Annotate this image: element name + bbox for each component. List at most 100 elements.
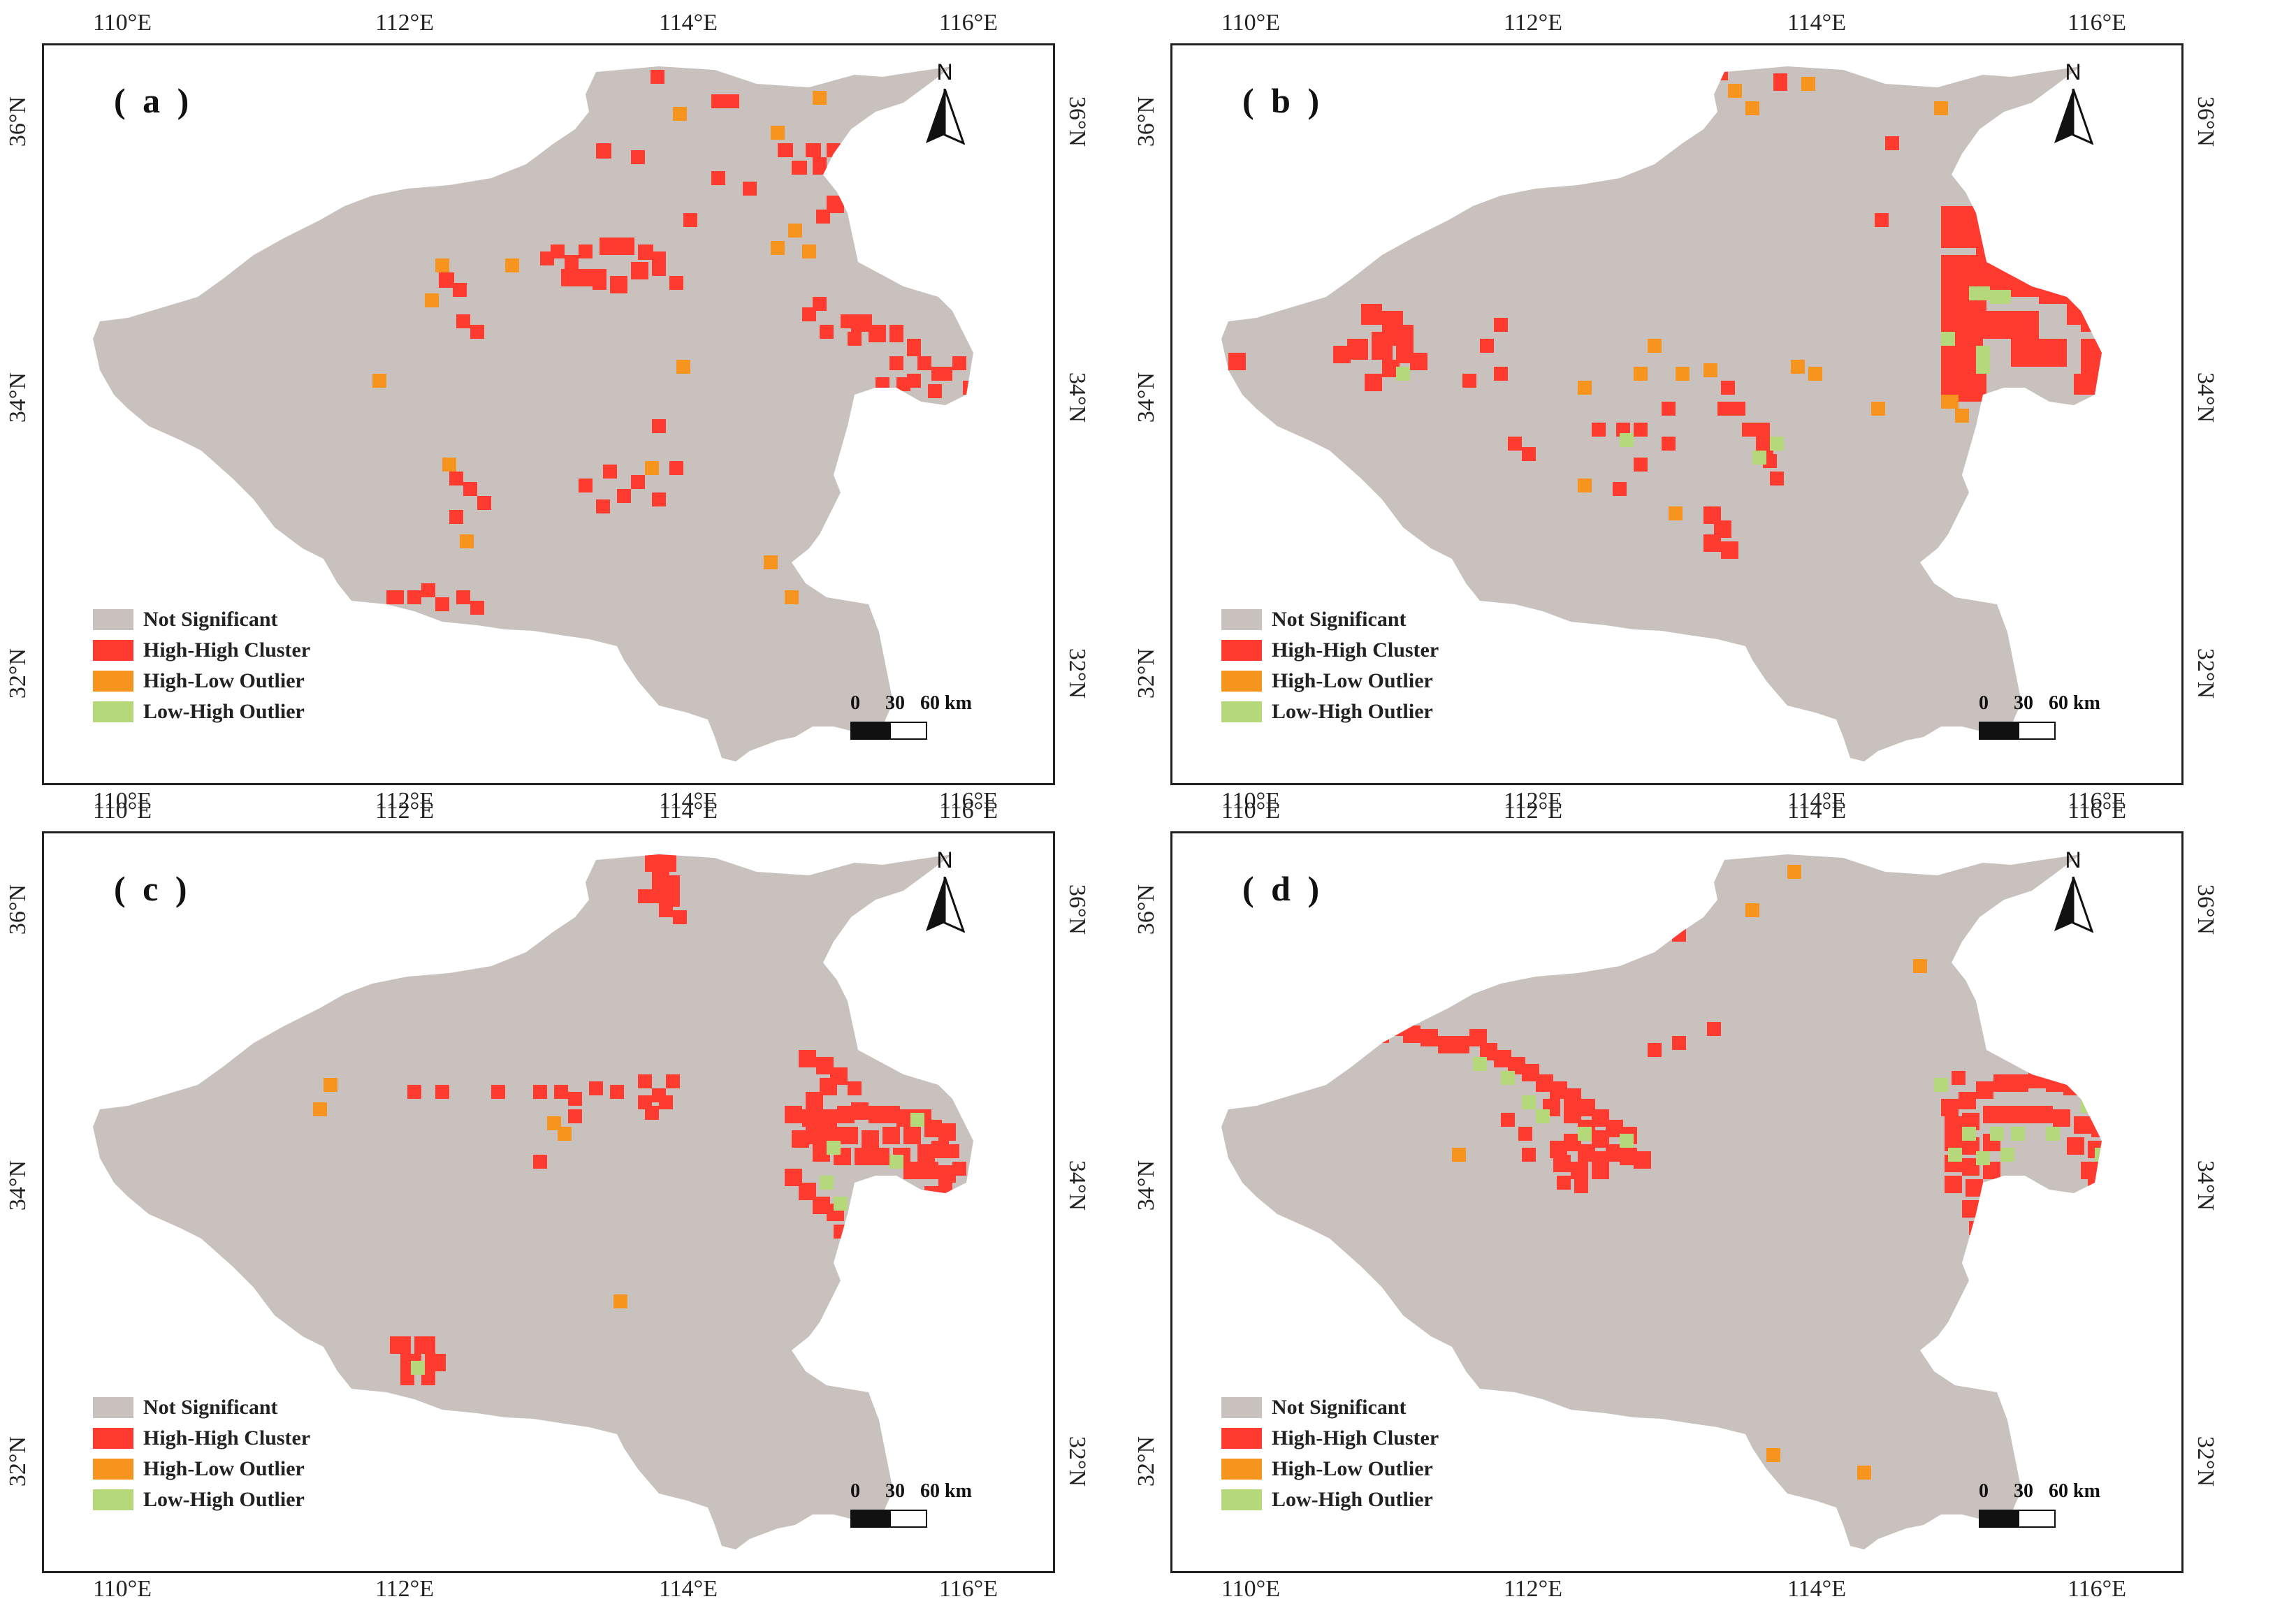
longitude-tick-label: 110°E: [92, 1576, 152, 1602]
scale-label: 60 km: [920, 692, 972, 714]
high-high-cell: [862, 1130, 879, 1148]
low-high-cell: [1962, 1127, 1976, 1141]
high-high-cell: [1235, 1029, 1253, 1046]
high-high-cell: [1875, 213, 1889, 227]
high-high-cell: [2035, 1106, 2053, 1123]
high-high-cell: [631, 262, 648, 279]
high-high-cell: [600, 238, 617, 255]
high-low-cell: [834, 534, 851, 548]
longitude-tick-label: 114°E: [1787, 1576, 1847, 1602]
high-high-cell: [1983, 1221, 1997, 1235]
longitude-tick-label: 116°E: [938, 10, 998, 36]
high-low-cell: [1728, 84, 1742, 98]
high-high-cell: [907, 339, 921, 356]
low-high-cell: [1948, 1148, 1962, 1162]
latitude-tick-label: 34°N: [1133, 1160, 1160, 1211]
high-high-cell: [2112, 1169, 2130, 1186]
scale-bar-black-segment: [1979, 722, 2019, 740]
scale-label: 0: [1979, 692, 1989, 714]
high-high-cell: [1480, 339, 1494, 353]
legend: Not Significant High-High Cluster High-Low…: [1221, 604, 1439, 727]
high-high-cell: [2081, 1162, 2098, 1179]
high-high-cell: [1966, 1179, 1983, 1197]
legend-label: High-Low Outlier: [1272, 1457, 1433, 1480]
low-high-cell: [1770, 437, 1784, 451]
map-frame: ( d ) N Not Significant High-High Cluster Hi…: [1170, 831, 2184, 1573]
scale-label: 30: [885, 692, 905, 714]
scale-bar: 0 30 60 km: [850, 692, 997, 748]
latitude-tick-label: 32°N: [1064, 1436, 1091, 1487]
high-high-cell: [651, 70, 664, 84]
high-low-cell: [1634, 367, 1648, 381]
low-high-cell: [2095, 1148, 2102, 1162]
legend-swatch: [93, 640, 133, 661]
high-low-cell: [1669, 506, 1683, 520]
scale-label: 30: [885, 1480, 905, 1502]
high-high-cell: [407, 1085, 421, 1099]
high-high-cell: [631, 475, 645, 489]
low-high-cell: [1976, 346, 1990, 374]
high-high-cell: [568, 1092, 582, 1106]
low-high-cell: [1752, 451, 1766, 465]
legend-item: High-Low Outlier: [1221, 666, 1439, 696]
high-high-cell: [2074, 374, 2102, 395]
high-low-cell: [1913, 959, 1927, 973]
high-low-cell: [296, 555, 310, 569]
high-high-cell: [610, 1085, 624, 1099]
high-high-cell: [2067, 276, 2102, 325]
high-high-cell: [1361, 304, 1382, 325]
high-high-cell: [792, 161, 807, 175]
high-high-cell: [453, 283, 467, 297]
high-low-cell: [1452, 1148, 1466, 1162]
legend-label: Low-High Outlier: [143, 1488, 305, 1511]
longitude-tick-label: 112°E: [1503, 1576, 1563, 1602]
scale-label: 60 km: [920, 1480, 972, 1502]
high-high-cell: [407, 590, 421, 604]
high-high-cell: [1494, 367, 1508, 381]
legend-label: High-Low Outlier: [143, 1457, 305, 1480]
high-high-cell: [631, 150, 645, 164]
high-high-cell: [743, 182, 757, 196]
high-high-cell: [470, 601, 484, 615]
north-label: N: [2065, 847, 2081, 873]
high-high-cell: [889, 356, 903, 370]
legend: Not Significant High-High Cluster High-Low…: [93, 604, 310, 727]
legend-swatch: [1221, 1459, 1262, 1480]
high-high-cell: [1983, 1106, 2000, 1123]
scale-bar-white-segment: [889, 722, 927, 740]
low-high-cell: [1990, 290, 2011, 304]
longitude-tick-label: 114°E: [658, 788, 718, 814]
high-high-cell: [1462, 374, 1476, 388]
high-high-cell: [666, 875, 680, 893]
high-low-cell: [313, 1102, 327, 1116]
high-high-cell: [917, 356, 931, 370]
high-high-cell: [463, 482, 477, 496]
latitude-tick-label: 36°N: [5, 96, 31, 147]
high-high-cell: [662, 854, 676, 872]
low-high-cell: [910, 1113, 924, 1127]
high-high-cell: [938, 1123, 956, 1141]
latitude-tick-label: 32°N: [5, 648, 31, 699]
low-high-cell: [1501, 1071, 1515, 1085]
high-high-cell: [785, 1106, 802, 1123]
high-high-cell: [928, 384, 942, 398]
high-high-cell: [903, 1162, 921, 1179]
map-panel: 110°E 110°E 112°E 112°E 114°E 114°E 116°E 116°E…: [1128, 788, 2225, 1602]
high-high-cell: [2067, 1137, 2084, 1155]
legend-label: High-High Cluster: [143, 1426, 311, 1450]
high-high-cell: [2000, 1106, 2018, 1123]
longitude-tick-label: 116°E: [2067, 798, 2127, 824]
province-boundary: [1221, 854, 2102, 1549]
high-high-cell: [533, 1085, 547, 1099]
high-high-cell: [659, 903, 673, 917]
high-high-cell: [652, 262, 666, 276]
scale-label: 30: [2014, 692, 2033, 714]
high-high-cell: [659, 1095, 673, 1109]
high-high-cell: [568, 1109, 582, 1123]
longitude-tick-label: 116°E: [938, 788, 998, 814]
high-high-cell: [579, 244, 593, 258]
panel-label: ( a ): [114, 81, 194, 120]
high-high-cell: [827, 143, 841, 157]
high-high-cell: [456, 590, 470, 604]
latitude-tick-label: 32°N: [2193, 648, 2219, 699]
